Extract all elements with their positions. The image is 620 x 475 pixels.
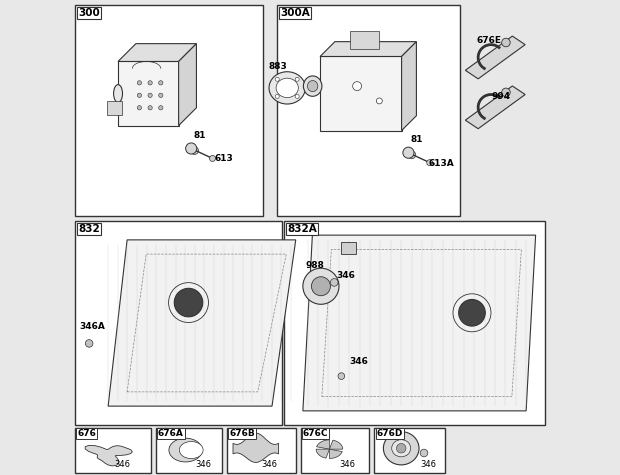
Bar: [75, 221, 281, 425]
Text: 81: 81: [193, 131, 206, 140]
Circle shape: [275, 77, 279, 81]
Circle shape: [148, 105, 153, 110]
Polygon shape: [303, 235, 536, 411]
Text: 676: 676: [78, 429, 96, 438]
Bar: [227, 428, 296, 473]
Circle shape: [159, 105, 163, 110]
Polygon shape: [466, 86, 525, 129]
Ellipse shape: [383, 432, 419, 465]
Text: 994: 994: [492, 92, 511, 101]
Circle shape: [303, 268, 339, 304]
Circle shape: [174, 288, 203, 317]
Circle shape: [338, 373, 345, 380]
Polygon shape: [85, 446, 132, 466]
Polygon shape: [118, 61, 179, 125]
Circle shape: [502, 38, 510, 47]
Circle shape: [137, 105, 141, 110]
Circle shape: [148, 81, 153, 85]
Bar: [374, 428, 445, 473]
Text: 613: 613: [214, 154, 232, 163]
Bar: [75, 5, 262, 216]
Text: 346: 346: [420, 460, 436, 469]
Circle shape: [210, 155, 216, 162]
Polygon shape: [179, 44, 197, 125]
Polygon shape: [466, 36, 525, 79]
Text: 832A: 832A: [287, 224, 317, 234]
Polygon shape: [317, 440, 329, 449]
Polygon shape: [329, 440, 343, 449]
Text: 613A: 613A: [428, 159, 454, 168]
Text: 346A: 346A: [79, 322, 105, 331]
Circle shape: [311, 277, 330, 296]
Ellipse shape: [269, 72, 306, 104]
Circle shape: [295, 77, 299, 81]
Ellipse shape: [169, 438, 202, 462]
Polygon shape: [118, 44, 197, 61]
Text: 832: 832: [78, 224, 100, 234]
Circle shape: [185, 143, 197, 154]
Polygon shape: [108, 240, 296, 406]
Ellipse shape: [276, 78, 298, 97]
Text: 346: 346: [262, 460, 278, 469]
Bar: [75, 428, 151, 473]
Circle shape: [396, 444, 406, 453]
Circle shape: [137, 81, 141, 85]
Text: 300: 300: [78, 8, 100, 18]
Bar: [342, 242, 356, 254]
Circle shape: [159, 93, 163, 97]
Circle shape: [408, 151, 415, 159]
Circle shape: [427, 160, 433, 166]
Circle shape: [148, 93, 153, 97]
Polygon shape: [320, 57, 402, 131]
Bar: [277, 5, 459, 216]
Circle shape: [191, 147, 198, 154]
Bar: [301, 428, 370, 473]
Text: eReplacementParts.com: eReplacementParts.com: [229, 300, 391, 313]
Circle shape: [420, 449, 428, 457]
Ellipse shape: [303, 76, 322, 96]
Circle shape: [86, 340, 93, 347]
Bar: [284, 221, 545, 425]
Ellipse shape: [179, 442, 203, 459]
Text: 346: 346: [339, 460, 355, 469]
Circle shape: [376, 98, 383, 104]
Polygon shape: [233, 433, 278, 463]
Text: 676C: 676C: [303, 429, 329, 438]
Text: 300A: 300A: [280, 8, 310, 18]
Polygon shape: [316, 449, 329, 458]
Polygon shape: [329, 449, 342, 458]
Text: 346: 346: [349, 357, 368, 366]
Ellipse shape: [308, 81, 318, 92]
Circle shape: [159, 81, 163, 85]
Circle shape: [502, 88, 510, 97]
Text: 676B: 676B: [229, 429, 255, 438]
Circle shape: [403, 147, 414, 158]
Text: 346: 346: [195, 460, 211, 469]
Text: 81: 81: [411, 135, 423, 144]
Text: 676A: 676A: [158, 429, 184, 438]
Text: 346: 346: [114, 460, 130, 469]
Circle shape: [330, 279, 338, 286]
Text: 988: 988: [306, 261, 325, 270]
Polygon shape: [402, 42, 417, 131]
Circle shape: [459, 299, 485, 326]
Polygon shape: [320, 42, 417, 57]
Circle shape: [353, 82, 361, 91]
Circle shape: [137, 93, 141, 97]
Text: 346: 346: [336, 271, 355, 280]
Polygon shape: [107, 101, 122, 115]
Ellipse shape: [113, 85, 123, 103]
Text: 676E: 676E: [476, 36, 501, 45]
Text: 676D: 676D: [376, 429, 403, 438]
Ellipse shape: [392, 440, 410, 457]
Circle shape: [275, 95, 279, 98]
Polygon shape: [350, 30, 379, 49]
Text: 883: 883: [268, 62, 287, 71]
Circle shape: [295, 95, 299, 98]
Bar: [156, 428, 222, 473]
